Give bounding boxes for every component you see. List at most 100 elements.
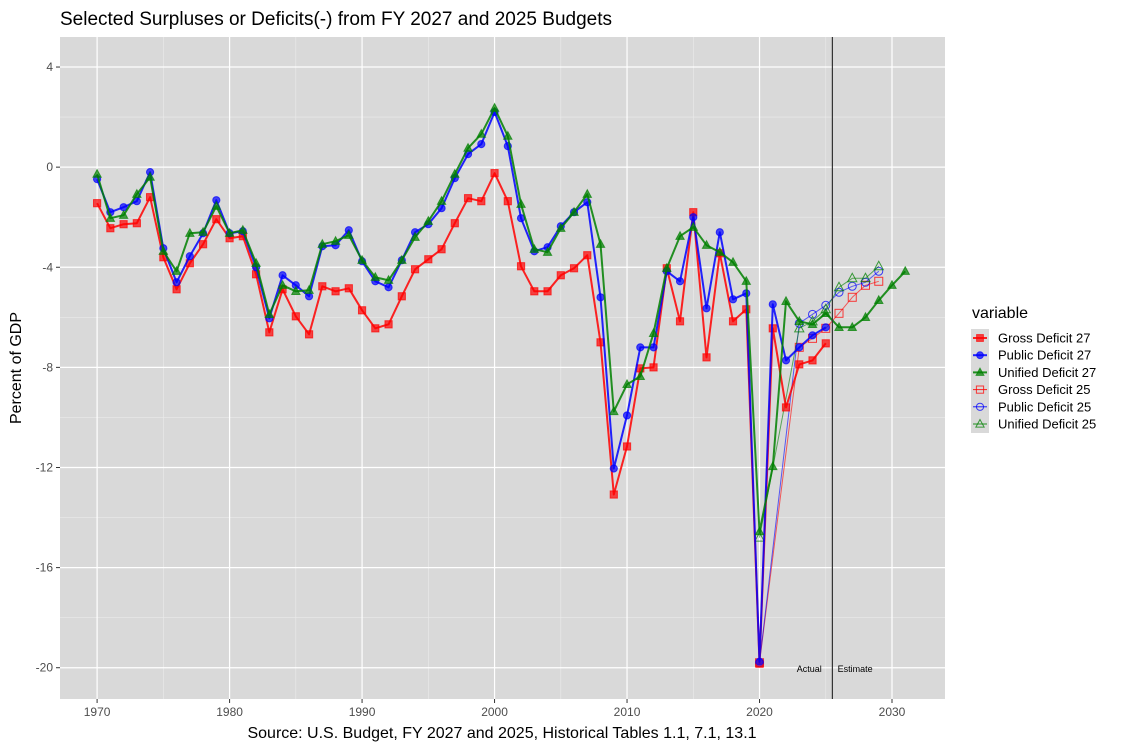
- square-marker: [821, 339, 830, 348]
- square-marker: [622, 442, 632, 451]
- circle-marker: [702, 304, 711, 313]
- circle-marker: [477, 140, 486, 149]
- square-marker: [344, 284, 353, 293]
- square-marker: [874, 276, 884, 286]
- legend: variable Gross Deficit 27 Public Deficit …: [971, 305, 1096, 433]
- triangle-marker: [463, 142, 474, 152]
- triangle-marker: [860, 311, 871, 321]
- circle-marker: [834, 287, 844, 297]
- triangle-marker: [317, 238, 328, 248]
- x-axis-title: Source: U.S. Budget, FY 2027 and 2025, H…: [247, 725, 756, 742]
- square-marker: [609, 490, 618, 499]
- circle-marker: [172, 278, 181, 287]
- square-marker: [808, 356, 817, 365]
- triangle-marker: [516, 198, 527, 208]
- circle-marker: [609, 464, 618, 473]
- circle-marker: [874, 266, 884, 276]
- square-marker: [781, 403, 791, 412]
- y-tick-label: -8: [42, 360, 53, 374]
- legend-item: Unified Deficit 25: [973, 417, 1096, 432]
- triangle-marker: [251, 257, 262, 267]
- square-marker: [834, 308, 844, 318]
- legend-title: variable: [972, 305, 1028, 322]
- triangle-marker: [754, 531, 765, 542]
- annotation-estimate: Estimate: [838, 664, 873, 674]
- series-layer: [92, 102, 911, 668]
- triangle-marker: [502, 130, 513, 140]
- triangle-marker: [741, 275, 752, 285]
- legend-item: Unified Deficit 27: [973, 365, 1096, 380]
- legend-label: Public Deficit 25: [998, 399, 1091, 414]
- x-tick-label: 1970: [84, 705, 111, 719]
- triangle-marker: [767, 460, 778, 471]
- square-marker: [212, 215, 221, 224]
- square-marker: [583, 251, 592, 260]
- series-unified-deficit-27: [92, 102, 911, 536]
- minor-gridlines: [60, 37, 945, 699]
- triangle-marker: [489, 102, 500, 112]
- circle-marker: [715, 228, 724, 237]
- square-marker: [556, 271, 565, 280]
- square-marker: [291, 312, 300, 321]
- circle-marker: [808, 331, 817, 340]
- triangle-marker: [714, 246, 725, 256]
- square-marker: [331, 287, 340, 296]
- circle-marker: [728, 295, 738, 304]
- square-marker: [318, 282, 327, 291]
- triangle-marker: [396, 254, 407, 264]
- circle-marker: [768, 300, 777, 309]
- triangle-marker: [542, 246, 553, 256]
- square-marker: [675, 317, 685, 326]
- circle-marker: [675, 277, 685, 286]
- square-marker: [397, 292, 406, 301]
- triangle-marker: [383, 274, 394, 284]
- triangle-marker: [171, 265, 182, 275]
- triangle-marker: [211, 200, 222, 210]
- legend-item: Gross Deficit 27: [973, 331, 1090, 346]
- x-tick-label: 1990: [349, 705, 376, 719]
- x-tick-label: 2030: [879, 705, 906, 719]
- triangle-marker: [555, 222, 566, 232]
- triangle-marker: [975, 367, 985, 376]
- triangle-marker: [370, 271, 381, 281]
- square-marker: [728, 317, 738, 326]
- triangle-marker: [357, 254, 368, 264]
- triangle-marker: [975, 418, 985, 428]
- circle-marker: [976, 351, 984, 360]
- square-marker: [410, 265, 420, 274]
- square-marker: [304, 330, 314, 339]
- major-gridlines: [60, 37, 945, 699]
- legend-label: Gross Deficit 25: [998, 382, 1090, 397]
- triangle-marker: [410, 231, 421, 241]
- y-tick-label: 4: [46, 60, 53, 74]
- triangle-marker: [92, 168, 103, 178]
- legend-label: Gross Deficit 27: [998, 331, 1090, 346]
- y-tick-label: -4: [42, 260, 53, 274]
- triangle-marker: [582, 188, 593, 198]
- triangle-marker: [688, 221, 699, 231]
- circle-marker: [847, 281, 857, 291]
- circle-marker: [596, 293, 605, 302]
- y-axis: 4 0 -4 -8 -12 -16 -20: [36, 60, 60, 675]
- triangle-marker: [675, 230, 686, 240]
- legend-label: Unified Deficit 25: [998, 417, 1096, 432]
- triangle-marker: [449, 168, 460, 178]
- circle-marker: [781, 356, 791, 365]
- triangle-marker: [846, 272, 858, 283]
- triangle-marker: [145, 171, 156, 181]
- triangle-marker: [622, 378, 633, 389]
- legend-label: Unified Deficit 27: [998, 365, 1096, 380]
- y-tick-label: 0: [46, 160, 53, 174]
- chart-title: Selected Surpluses or Deficits(-) from F…: [60, 9, 612, 30]
- triangle-marker: [264, 308, 275, 318]
- square-marker: [795, 360, 804, 369]
- square-marker: [132, 219, 141, 228]
- square-marker: [357, 306, 367, 315]
- triangle-marker: [807, 318, 818, 328]
- triangle-marker: [833, 281, 845, 292]
- triangle-marker: [754, 526, 765, 536]
- triangle-marker: [834, 321, 844, 331]
- square-marker: [371, 324, 380, 333]
- annotations: Actual Estimate: [797, 664, 873, 674]
